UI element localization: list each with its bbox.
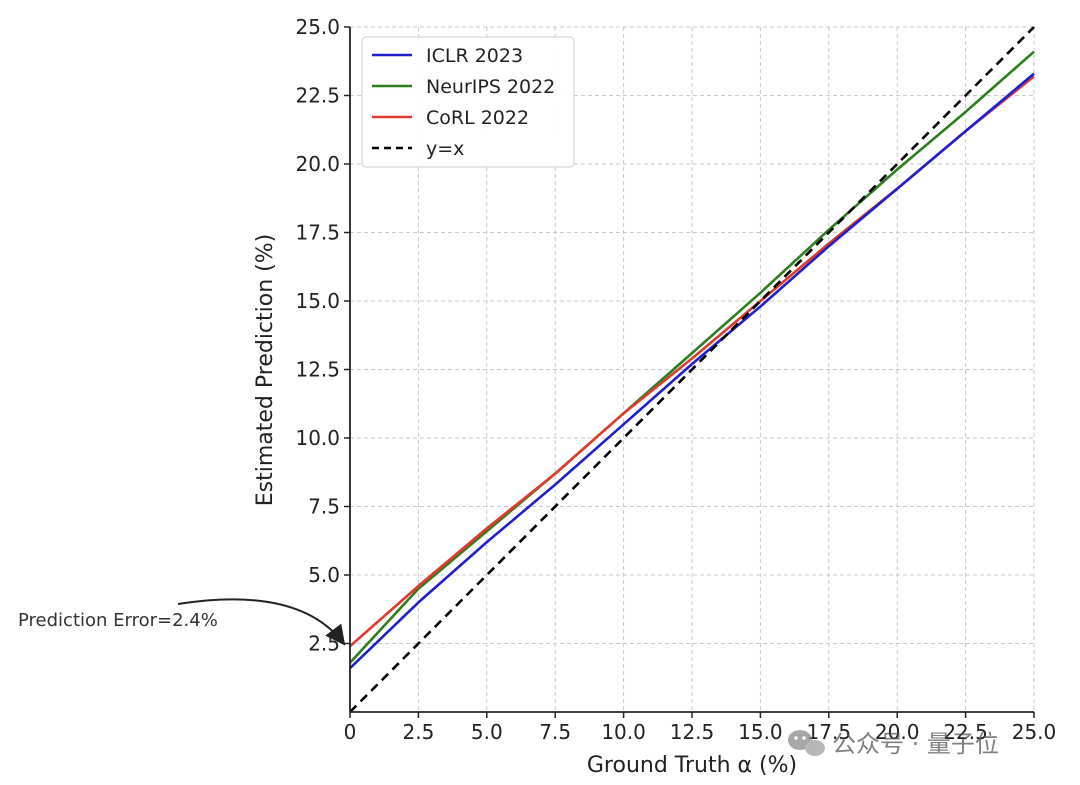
series-line-y-x <box>349 26 1035 713</box>
legend-box <box>361 36 575 168</box>
y-tick-label: 10.0 <box>295 426 340 450</box>
y-axis-title: Estimated Prediction (%) <box>253 234 278 507</box>
x-axis-title: Ground Truth α (%) <box>587 753 797 778</box>
x-tick-label: 5.0 <box>471 720 503 744</box>
x-tick-label: 20.0 <box>875 720 920 744</box>
watermark: 公众号 · 量子位 <box>788 730 999 758</box>
series-line-iclr-2023 <box>349 72 1035 670</box>
x-tick-label: 12.5 <box>670 720 715 744</box>
y-tick-label: 17.5 <box>295 221 340 245</box>
legend: ICLR 2023 NeurIPS 2022 CoRL 2022 y=x <box>361 36 575 168</box>
y-tick-label: 22.5 <box>295 84 340 108</box>
annotation-text: Prediction Error=2.4% <box>18 610 218 631</box>
legend-label: NeurIPS 2022 <box>426 76 555 98</box>
y-tick-label: 5.0 <box>308 563 340 587</box>
y-tick-label: 20.0 <box>295 152 340 176</box>
x-tick-label: 15.0 <box>738 720 783 744</box>
y-tick-label: 15.0 <box>295 289 340 313</box>
series-group <box>349 26 1035 713</box>
x-tick-label: 25.0 <box>1012 720 1057 744</box>
axes <box>344 26 1035 718</box>
legend-label: ICLR 2023 <box>426 45 523 67</box>
annotation-arrow <box>177 598 346 646</box>
watermark-text: 公众号 · 量子位 <box>832 730 999 758</box>
x-tick-label: 17.5 <box>807 720 852 744</box>
y-tick-label: 7.5 <box>308 495 340 519</box>
series-line-neurips-2022 <box>349 50 1035 664</box>
x-tick-label: 10.0 <box>601 720 646 744</box>
tick-labels: 0 2.5 5.0 7.5 10.0 12.5 15.0 17.5 20.0 22.5 25.02.… <box>295 15 1056 744</box>
x-tick-label: 22.5 <box>943 720 988 744</box>
x-tick-label: 7.5 <box>539 720 571 744</box>
annotation: Prediction Error=2.4% <box>18 598 346 646</box>
legend-label: CoRL 2022 <box>426 107 529 129</box>
legend-label: y=x <box>426 138 464 160</box>
x-tick-label: 0 <box>344 720 357 744</box>
y-tick-label: 12.5 <box>295 358 340 382</box>
y-tick-label: 25.0 <box>295 15 340 39</box>
x-tick-label: 2.5 <box>402 720 434 744</box>
grid <box>350 26 1035 712</box>
wechat-icon <box>788 730 825 756</box>
